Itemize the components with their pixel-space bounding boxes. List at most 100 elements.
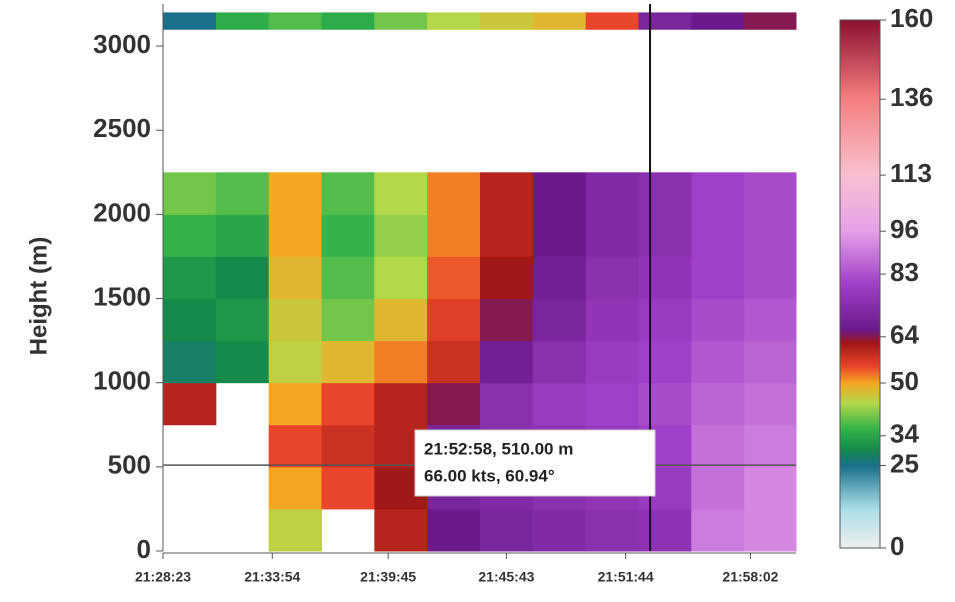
- heatmap-cell: [638, 299, 691, 342]
- heatmap-cell: [533, 172, 586, 215]
- colorbar-tick-label: 64: [890, 320, 919, 350]
- heatmap-cell: [744, 214, 796, 257]
- colorbar-tick-label: 113: [890, 158, 932, 188]
- heatmap-cell: [480, 12, 533, 29]
- heatmap-cell: [269, 299, 322, 342]
- heatmap-cell: [163, 383, 216, 426]
- colorbar-tick-label: 25: [890, 448, 919, 478]
- heatmap-cell: [321, 256, 374, 299]
- heatmap-cell: [480, 299, 533, 342]
- heatmap-cell: [744, 425, 796, 468]
- heatmap-cell: [480, 383, 533, 426]
- heatmap-cell: [321, 467, 374, 510]
- heatmap-cell: [163, 341, 216, 384]
- heatmap-cell: [163, 256, 216, 299]
- heatmap-cell: [480, 214, 533, 257]
- heatmap-cell: [744, 299, 796, 342]
- y-tick-label: 1500: [93, 281, 151, 311]
- heatmap-cell: [744, 509, 796, 552]
- heatmap-cell: [533, 12, 586, 29]
- heatmap-cell: [744, 383, 796, 426]
- heatmap-cell: [216, 172, 269, 215]
- x-tick-label: 21:45:43: [478, 569, 534, 585]
- heatmap-cell: [216, 299, 269, 342]
- x-tick-label: 21:39:45: [360, 569, 416, 585]
- heatmap-cell: [480, 256, 533, 299]
- heatmap-cell: [374, 299, 427, 342]
- heatmap-cell: [427, 172, 480, 215]
- heatmap-cell: [374, 256, 427, 299]
- colorbar-tick-label: 160: [890, 3, 933, 33]
- heatmap-cell: [321, 299, 374, 342]
- y-tick-label: 1000: [93, 366, 151, 396]
- heatmap-cell: [586, 256, 639, 299]
- heatmap-cell: [691, 509, 744, 552]
- heatmap-cell: [480, 509, 533, 552]
- heatmap-cell: [691, 256, 744, 299]
- heatmap-cell: [163, 299, 216, 342]
- heatmap-cell: [269, 425, 322, 468]
- colorbar-tick-label: 83: [890, 257, 919, 287]
- heatmap-cell: [269, 383, 322, 426]
- heatmap-cell: [691, 12, 744, 29]
- heatmap-cell: [269, 214, 322, 257]
- heatmap-cell: [744, 467, 796, 510]
- heatmap-cell: [269, 509, 322, 552]
- heatmap-cell: [744, 341, 796, 384]
- heatmap-cell: [744, 12, 796, 29]
- heatmap-cell: [638, 12, 691, 29]
- heatmap-cell: [744, 256, 796, 299]
- heatmap-cell: [321, 12, 374, 29]
- heatmap-cell: [374, 341, 427, 384]
- heatmap-cell: [691, 299, 744, 342]
- heatmap-cell: [533, 214, 586, 257]
- heatmap-cell: [638, 256, 691, 299]
- heatmap-cell: [374, 214, 427, 257]
- heatmap-cell: [216, 12, 269, 29]
- heatmap-cell: [638, 172, 691, 215]
- heatmap-cell: [638, 509, 691, 552]
- heatmap-cell: [691, 383, 744, 426]
- x-tick-label: 21:28:23: [135, 569, 191, 585]
- colorbar: [840, 20, 880, 548]
- x-tick-label: 21:33:54: [244, 569, 300, 585]
- heatmap-cell: [427, 383, 480, 426]
- colorbar-tick-label: 96: [890, 214, 919, 244]
- heatmap-cell: [321, 341, 374, 384]
- heatmap-cell: [269, 172, 322, 215]
- x-tick-label: 21:51:44: [598, 569, 654, 585]
- heatmap-cell: [480, 341, 533, 384]
- heatmap-cell: [269, 341, 322, 384]
- heatmap-cell: [586, 341, 639, 384]
- y-tick-label: 0: [137, 534, 151, 564]
- heatmap-cell: [638, 341, 691, 384]
- heatmap-cell: [586, 299, 639, 342]
- heatmap-cell: [269, 12, 322, 29]
- heatmap-cell: [269, 256, 322, 299]
- heatmap-cell: [533, 341, 586, 384]
- heatmap-cell: [586, 172, 639, 215]
- tooltip-text: 21:52:58, 510.00 m: [424, 439, 573, 458]
- y-tick-label: 500: [108, 450, 151, 480]
- heatmap-cell: [691, 172, 744, 215]
- heatmap-cell: [269, 467, 322, 510]
- heatmap-cell: [374, 383, 427, 426]
- y-axis-label: Height (m): [25, 237, 52, 356]
- heatmap-cell: [533, 509, 586, 552]
- heatmap-cell: [586, 383, 639, 426]
- heatmap-cell: [216, 341, 269, 384]
- heatmap-cell: [427, 509, 480, 552]
- heatmap-cell: [744, 172, 796, 215]
- heatmap-cell: [638, 383, 691, 426]
- heatmap-cell: [427, 341, 480, 384]
- heatmap-cell: [586, 12, 639, 29]
- tooltip-text: 66.00 kts, 60.94°: [424, 466, 555, 485]
- colorbar-tick-label: 50: [890, 366, 919, 396]
- colorbar-tick-label: 0: [890, 531, 904, 561]
- colorbar-tick-label: 136: [890, 82, 933, 112]
- heatmap-cell: [163, 12, 216, 29]
- heatmap-cell: [691, 425, 744, 468]
- chart: Height (m) 05001000150020002500300021:28…: [0, 0, 955, 597]
- heatmap-cell: [321, 172, 374, 215]
- heatmap-cell: [321, 383, 374, 426]
